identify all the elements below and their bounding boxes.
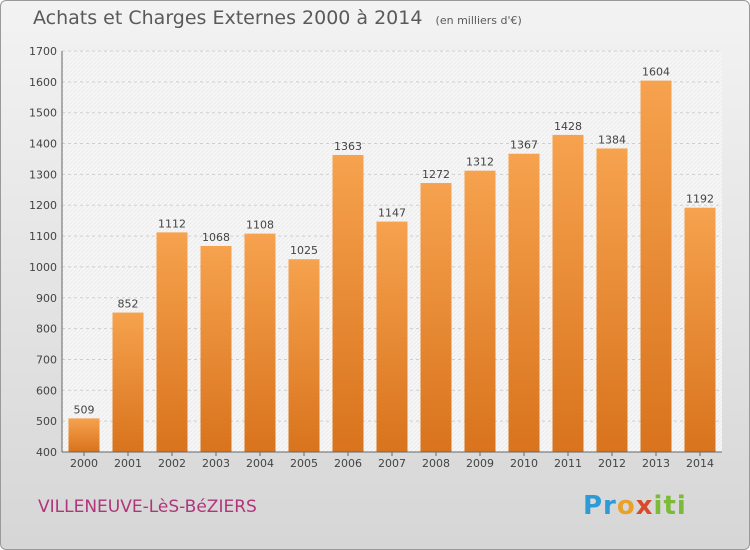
y-tick-label: 1300 xyxy=(29,168,57,181)
data-label-2013: 1604 xyxy=(642,66,670,79)
bar-2012 xyxy=(596,148,628,452)
bar-2014 xyxy=(684,207,716,452)
chart-unit: (en milliers d'€) xyxy=(435,14,522,27)
y-tick-label: 400 xyxy=(36,446,57,459)
bar-2007 xyxy=(376,221,408,452)
proxiti-logo: Proxiti xyxy=(583,491,687,521)
y-tick-label: 1400 xyxy=(29,138,57,151)
bar-2004 xyxy=(244,233,276,452)
y-tick-label: 1200 xyxy=(29,199,57,212)
data-label-2012: 1384 xyxy=(598,133,626,146)
bar-2003 xyxy=(200,245,232,452)
x-tick-label: 2005 xyxy=(290,457,318,470)
bar-2013 xyxy=(640,80,672,452)
bar-2010 xyxy=(508,153,540,452)
x-tick-label: 2008 xyxy=(422,457,450,470)
data-label-2001: 852 xyxy=(118,298,139,311)
x-tick-label: 2013 xyxy=(642,457,670,470)
data-label-2000: 509 xyxy=(74,403,95,416)
x-tick-label: 2007 xyxy=(378,457,406,470)
x-tick-label: 2006 xyxy=(334,457,362,470)
commune-name: VILLENEUVE-LèS-BéZIERS xyxy=(38,497,257,517)
x-tick-label: 2001 xyxy=(114,457,142,470)
data-label-2002: 1112 xyxy=(158,217,186,230)
y-tick-label: 1700 xyxy=(29,45,57,58)
data-label-2008: 1272 xyxy=(422,168,450,181)
data-label-2011: 1428 xyxy=(554,120,582,133)
y-tick-label: 1500 xyxy=(29,107,57,120)
chart-title-block: Achats et Charges Externes 2000 à 2014 (… xyxy=(33,7,522,29)
bar-2009 xyxy=(464,170,496,452)
bar-2005 xyxy=(288,259,320,452)
x-tick-label: 2002 xyxy=(158,457,186,470)
bar-2000 xyxy=(68,418,100,452)
bar-2002 xyxy=(156,232,188,452)
x-tick-label: 2012 xyxy=(598,457,626,470)
bar-2006 xyxy=(332,154,364,452)
y-tick-label: 1600 xyxy=(29,76,57,89)
x-tick-label: 2010 xyxy=(510,457,538,470)
data-label-2006: 1363 xyxy=(334,140,362,153)
bar-2001 xyxy=(112,312,144,452)
bar-2008 xyxy=(420,183,452,452)
y-tick-label: 1100 xyxy=(29,230,57,243)
data-label-2010: 1367 xyxy=(510,139,538,152)
y-tick-label: 600 xyxy=(36,384,57,397)
chart-title: Achats et Charges Externes 2000 à 2014 xyxy=(33,7,423,29)
data-label-2003: 1068 xyxy=(202,231,230,244)
y-tick-label: 800 xyxy=(36,323,57,336)
x-tick-label: 2004 xyxy=(246,457,274,470)
x-tick-label: 2011 xyxy=(554,457,582,470)
data-label-2009: 1312 xyxy=(466,156,494,169)
data-label-2004: 1108 xyxy=(246,219,274,232)
data-label-2007: 1147 xyxy=(378,207,406,220)
x-tick-label: 2000 xyxy=(70,457,98,470)
y-tick-label: 500 xyxy=(36,415,57,428)
data-label-2014: 1192 xyxy=(686,193,714,206)
y-tick-label: 1000 xyxy=(29,261,57,274)
y-tick-label: 700 xyxy=(36,353,57,366)
bar-2011 xyxy=(552,134,584,452)
y-tick-label: 900 xyxy=(36,292,57,305)
x-tick-label: 2003 xyxy=(202,457,230,470)
x-tick-label: 2009 xyxy=(466,457,494,470)
data-label-2005: 1025 xyxy=(290,244,318,257)
x-tick-label: 2014 xyxy=(686,457,714,470)
